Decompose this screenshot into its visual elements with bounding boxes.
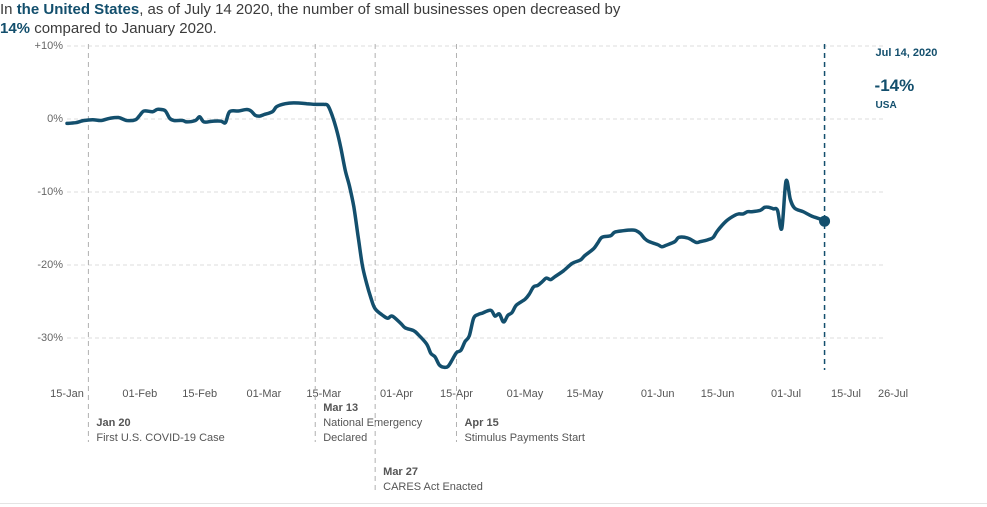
headline-region: the United States xyxy=(16,1,140,18)
event-label-mar27: CARES Act Enacted xyxy=(383,481,483,493)
end-region-label: USA xyxy=(876,100,897,111)
x-tick-label: 15-Jan xyxy=(50,388,84,400)
y-tick-label: +10% xyxy=(35,40,64,52)
series-line-usa xyxy=(65,101,827,370)
x-tick-label: 26-Jul xyxy=(878,388,908,400)
headline-percent: 14% xyxy=(0,20,31,37)
x-tick-label: 15-May xyxy=(567,388,604,400)
end-date-label: Jul 14, 2020 xyxy=(876,47,938,59)
end-label: Jul 14, 2020 -14% USA xyxy=(819,44,937,370)
event-date-jan20: Jan 20 xyxy=(96,417,130,429)
x-tick-label: 15-Apr xyxy=(440,388,473,400)
y-axis: +10% 0% -10% -20% -30% xyxy=(35,40,64,344)
event-label-mar13: National Emergency xyxy=(323,417,423,429)
event-label-jan20: First U.S. COVID-19 Case xyxy=(96,432,224,444)
event-date-mar27: Mar 27 xyxy=(383,466,418,478)
y-tick-label: -20% xyxy=(37,259,63,271)
y-tick-label: -30% xyxy=(37,332,63,344)
event-annotations: Jan 20 First U.S. COVID-19 Case Mar 13 Nati… xyxy=(87,44,585,493)
x-tick-label: 01-Feb xyxy=(122,388,157,400)
event-date-mar13: Mar 13 xyxy=(323,402,358,414)
headline-prefix: In xyxy=(0,1,17,18)
x-tick-label: 15-Jul xyxy=(831,388,861,400)
x-tick-label: 15-Jun xyxy=(701,388,735,400)
x-tick-label: 01-Mar xyxy=(246,388,281,400)
event-date-apr15: Apr 15 xyxy=(464,417,498,429)
chart-headline: In the United States, as of July 14 2020… xyxy=(0,0,640,38)
x-axis: 15-Jan 01-Feb 15-Feb 01-Mar 15-Mar 01-Apr 15-A… xyxy=(50,388,908,400)
x-tick-label: 01-Apr xyxy=(380,388,413,400)
gridlines xyxy=(67,45,886,339)
x-tick-label: 15-Mar xyxy=(306,388,341,400)
bottom-divider xyxy=(0,503,987,504)
headline-middle: , as of July 14 2020, the number of smal… xyxy=(139,1,621,18)
x-tick-label: 01-Jun xyxy=(641,388,675,400)
y-tick-label: 0% xyxy=(47,113,63,125)
headline-suffix: compared to January 2020. xyxy=(30,20,217,37)
x-tick-label: 01-May xyxy=(507,388,544,400)
x-tick-label: 01-Jul xyxy=(771,388,801,400)
end-point-marker xyxy=(819,215,831,227)
y-tick-label: -10% xyxy=(37,186,63,198)
x-tick-label: 15-Feb xyxy=(182,388,217,400)
event-label-mar13: Declared xyxy=(323,432,367,444)
event-label-apr15: Stimulus Payments Start xyxy=(464,432,584,444)
end-value-label: -14% xyxy=(875,76,915,95)
series-layer xyxy=(65,101,827,370)
